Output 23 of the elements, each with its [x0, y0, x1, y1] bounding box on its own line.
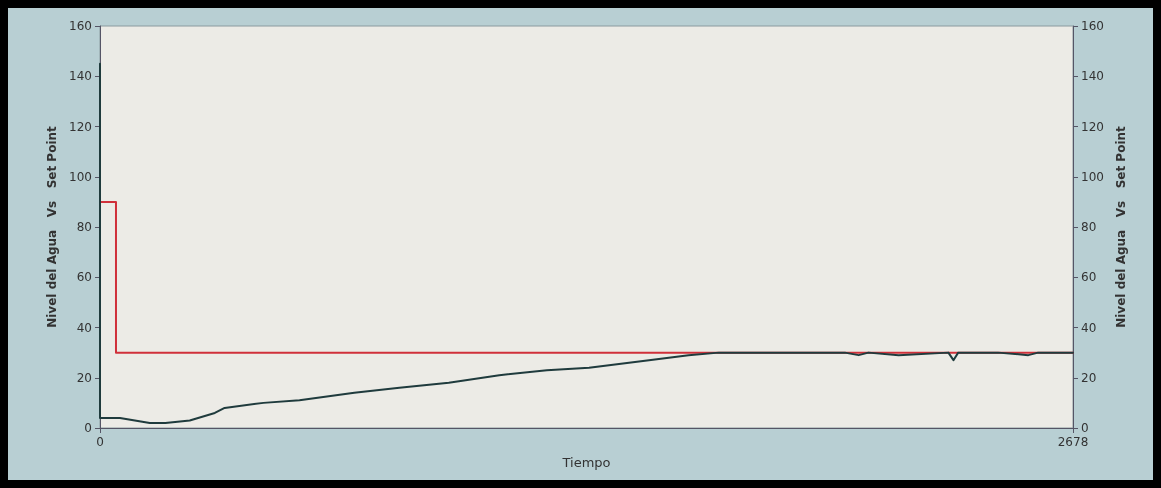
y2-tick-label: 20	[1081, 370, 1097, 385]
y2-tick-label: 40	[1081, 320, 1097, 335]
x-tick-label: 2678	[1057, 435, 1089, 449]
y-tick-label: 140	[69, 69, 92, 84]
y2-axis-title: Nivel del Agua Vs Set Point	[1113, 125, 1128, 328]
x-axis-title: Tiempo	[561, 455, 611, 470]
y-tick-label: 40	[76, 320, 92, 335]
y-tick-label: 0	[84, 421, 92, 435]
y2-tick-label: 0	[1081, 421, 1089, 435]
y-tick-label: 20	[76, 370, 92, 385]
y2-tick-label: 80	[1081, 220, 1097, 234]
y2-tick-label: 100	[1081, 169, 1104, 184]
y-tick-label: 80	[76, 220, 92, 234]
y2-tick-label: 60	[1081, 270, 1097, 285]
line-series	[99, 62, 1074, 424]
y2-tick-label: 140	[1081, 69, 1104, 84]
y-tick-label: 160	[69, 19, 92, 33]
y-tick-label: 60	[76, 270, 92, 285]
y-tick-label: 100	[69, 169, 92, 184]
y2-tick-label: 160	[1081, 19, 1104, 33]
y2-tick-label: 120	[1081, 119, 1104, 134]
y-axis-title: Nivel del Agua Vs Set Point	[45, 125, 60, 328]
y-tick-label: 120	[69, 119, 92, 134]
